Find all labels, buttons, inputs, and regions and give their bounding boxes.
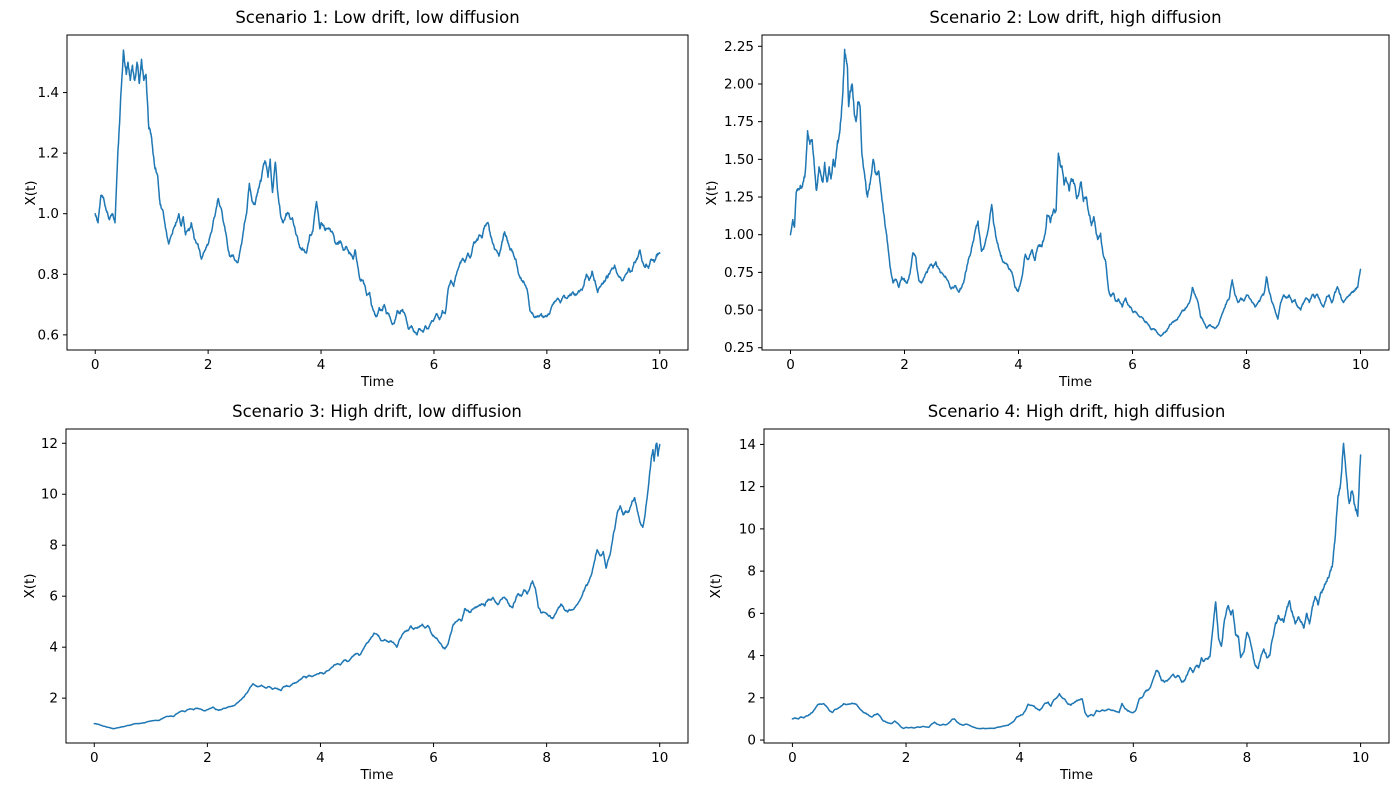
scenario-1-plot-area: 0 2 4 6 8 10 0.6 0.8 1.0 1.2 1.4 — [38, 34, 689, 373]
svg-text:0.75: 0.75 — [724, 265, 754, 281]
y-axis-label-scenario-2: X(t) — [704, 179, 720, 206]
svg-text:0: 0 — [786, 357, 795, 373]
svg-text:1.2: 1.2 — [38, 146, 59, 162]
svg-text:2: 2 — [747, 690, 756, 706]
svg-text:4: 4 — [49, 640, 58, 656]
svg-text:8: 8 — [747, 564, 756, 580]
y-axis-label-scenario-4: X(t) — [708, 573, 724, 599]
svg-text:12: 12 — [739, 479, 756, 495]
svg-text:1.25: 1.25 — [724, 190, 754, 206]
svg-text:0.50: 0.50 — [724, 303, 754, 319]
svg-text:0: 0 — [747, 733, 756, 749]
svg-text:2.00: 2.00 — [724, 76, 754, 92]
scenario-4-plot-area: 0 2 4 6 8 10 0 2 4 6 8 10 12 14 — [739, 428, 1390, 766]
chart-title-scenario-2: Scenario 2: Low drift, high diffusion — [929, 8, 1222, 27]
x-axis-label-scenario-3: Time — [360, 767, 394, 783]
svg-text:8: 8 — [1243, 750, 1252, 766]
svg-text:4: 4 — [1015, 750, 1024, 766]
svg-text:4: 4 — [316, 750, 325, 766]
svg-text:8: 8 — [1242, 357, 1251, 373]
svg-text:14: 14 — [739, 437, 756, 453]
svg-text:1.0: 1.0 — [38, 206, 59, 222]
y-axis-label-scenario-1: X(t) — [23, 179, 39, 206]
svg-text:10: 10 — [651, 357, 668, 373]
x-axis-label-scenario-2: Time — [1058, 374, 1093, 390]
svg-text:1.4: 1.4 — [38, 85, 59, 101]
svg-text:0.6: 0.6 — [38, 327, 59, 343]
chart-title-scenario-1: Scenario 1: Low drift, low diffusion — [235, 8, 520, 27]
x-axis-label-scenario-4: Time — [1059, 767, 1094, 783]
svg-text:12: 12 — [41, 436, 58, 452]
svg-text:10: 10 — [739, 521, 756, 537]
y-axis-label-scenario-3: X(t) — [22, 573, 38, 599]
x-axis-label-scenario-1: Time — [360, 374, 395, 390]
svg-text:6: 6 — [429, 750, 438, 766]
svg-text:10: 10 — [41, 487, 58, 503]
svg-text:2.25: 2.25 — [724, 39, 754, 55]
svg-text:6: 6 — [49, 589, 58, 605]
svg-text:2: 2 — [49, 691, 58, 707]
svg-text:2: 2 — [900, 357, 909, 373]
svg-text:4: 4 — [317, 357, 326, 373]
svg-text:1.50: 1.50 — [724, 152, 754, 168]
svg-text:1.00: 1.00 — [724, 227, 754, 243]
svg-text:1.75: 1.75 — [724, 114, 754, 130]
scenario-3-plot-area: 0 2 4 6 8 10 2 4 6 8 10 12 — [41, 428, 689, 766]
svg-text:8: 8 — [542, 750, 551, 766]
chart-title-scenario-3: Scenario 3: High drift, low diffusion — [232, 402, 522, 421]
svg-text:6: 6 — [1129, 750, 1138, 766]
svg-text:0: 0 — [91, 357, 100, 373]
subplot-scenario-3: 0 2 4 6 8 10 2 4 6 8 10 12 Scenario 3: High drift, … — [0, 400, 700, 800]
scenario-2-plot-area: 0 2 4 6 8 10 0.25 0.50 0.75 1.00 1.25 1.50 1.75 2.00 2… — [724, 34, 1390, 373]
svg-text:10: 10 — [1352, 750, 1369, 766]
svg-text:0: 0 — [90, 750, 99, 766]
svg-text:0.25: 0.25 — [724, 340, 754, 356]
svg-text:6: 6 — [430, 357, 439, 373]
subplot-scenario-1: 0 2 4 6 8 10 0.6 0.8 1.0 1.2 1.4 Scenario 1: Low d… — [0, 0, 700, 400]
svg-text:8: 8 — [49, 538, 58, 554]
subplot-scenario-4: 0 2 4 6 8 10 0 2 4 6 8 10 12 14 Scenario 4: High drif… — [700, 400, 1400, 800]
svg-text:2: 2 — [203, 750, 212, 766]
svg-text:2: 2 — [204, 357, 213, 373]
svg-text:0: 0 — [788, 750, 797, 766]
svg-text:4: 4 — [747, 648, 756, 664]
svg-text:6: 6 — [1128, 357, 1137, 373]
svg-text:10: 10 — [651, 750, 668, 766]
svg-text:10: 10 — [1352, 357, 1369, 373]
svg-text:6: 6 — [747, 606, 756, 622]
svg-text:4: 4 — [1014, 357, 1023, 373]
svg-text:8: 8 — [543, 357, 552, 373]
svg-text:2: 2 — [902, 750, 911, 766]
subplot-scenario-2: 0 2 4 6 8 10 0.25 0.50 0.75 1.00 1.25 1.50 1.75 2.00 2… — [700, 0, 1400, 400]
svg-text:0.8: 0.8 — [38, 267, 59, 283]
chart-title-scenario-4: Scenario 4: High drift, high diffusion — [927, 402, 1226, 421]
